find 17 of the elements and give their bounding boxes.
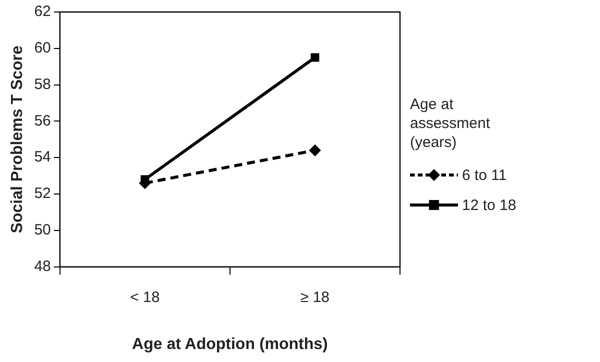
y-tick-label: 62: [34, 3, 51, 20]
y-tick-label: 54: [34, 148, 51, 166]
y-axis-title: Social Problems T Score: [9, 45, 26, 234]
point: [308, 144, 321, 156]
y-tick-label: 48: [34, 258, 51, 275]
legend-label: 12 to 18: [462, 196, 516, 214]
y-tick-label: 58: [34, 76, 51, 93]
x-tick-label: ≥ 18: [300, 288, 330, 306]
y-tick-label: 56: [34, 112, 51, 130]
x-tick-label: < 18: [130, 288, 160, 306]
y-tick-label: 52: [34, 185, 51, 202]
y-tick-label: 50: [34, 222, 51, 239]
x-axis-title: Age at Adoption (months): [132, 336, 328, 353]
y-tick-label: 60: [34, 40, 51, 57]
legend-label: 6 to 11: [462, 166, 507, 184]
legend-title: Age at assessment (years): [410, 95, 492, 152]
point: [310, 53, 320, 62]
